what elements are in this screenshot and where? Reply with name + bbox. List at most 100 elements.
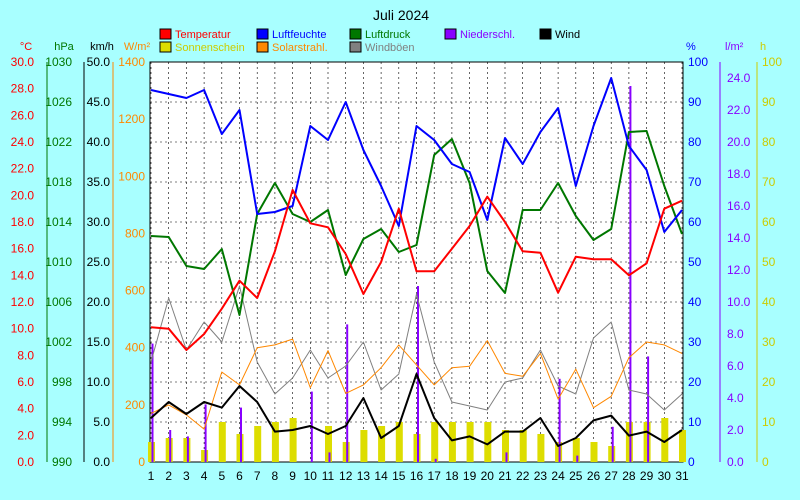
- lm2-tick-label: 20.0: [727, 135, 751, 149]
- series-line-wind: [150, 373, 683, 447]
- lm2-tick-label: 14.0: [727, 231, 751, 245]
- x-tick-label: 9: [289, 469, 296, 483]
- wm2-tick-label: 1200: [118, 112, 145, 126]
- hpa-tick-label: 1018: [45, 175, 72, 189]
- wm2-tick-label: 800: [125, 226, 145, 240]
- sunshine-bar: [679, 430, 686, 462]
- precipitation-bar: [647, 356, 650, 462]
- pct-tick-label: 40: [688, 295, 702, 309]
- lm2-tick-label: 10.0: [727, 295, 751, 309]
- x-tick-label: 21: [498, 469, 512, 483]
- legend-swatch: [349, 28, 362, 40]
- precipitation-bar: [240, 407, 242, 462]
- sunshine-bar: [484, 422, 492, 462]
- x-tick-label: 30: [658, 469, 672, 483]
- left-axes: 0.0 2.0 4.0 6.0 8.0 10.0 12.0 14.0 16.0 18.0 20.0 2…: [11, 55, 146, 469]
- legend-swatch: [349, 41, 362, 53]
- lm2-tick-label: 16.0: [727, 199, 751, 213]
- kmh-tick-label: 45.0: [87, 95, 111, 109]
- kmh-tick-label: 20.0: [87, 295, 111, 309]
- x-tick-label: 29: [640, 469, 654, 483]
- x-tick-label: 11: [322, 469, 335, 483]
- h-tick-label: 50: [762, 255, 776, 269]
- x-tick-label: 16: [410, 469, 424, 483]
- legend-swatch: [539, 28, 552, 40]
- h-tick-label: 60: [762, 215, 776, 229]
- x-tick-label: 1: [148, 469, 155, 483]
- lm2-tick-label: 8.0: [727, 327, 744, 341]
- wm2-tick-label: 200: [125, 398, 145, 412]
- x-tick-label: 13: [357, 469, 371, 483]
- sunshine-bar: [325, 426, 332, 462]
- x-tick-label: 22: [516, 469, 530, 483]
- x-tick-label: 8: [272, 469, 279, 483]
- grid: [150, 62, 683, 462]
- precipitation-bar: [328, 452, 331, 462]
- x-tick-label: 12: [339, 469, 353, 483]
- kmh-tick-label: 50.0: [87, 55, 111, 69]
- sunshine-bar: [254, 426, 262, 462]
- legend-label: Temperatur: [175, 29, 231, 41]
- lm2-tick-label: 4.0: [727, 391, 744, 405]
- precipitation-bar: [576, 455, 579, 462]
- x-tick-label: 7: [254, 469, 261, 483]
- wm2-tick-label: 400: [125, 341, 145, 355]
- kmh-tick-label: 15.0: [87, 335, 111, 349]
- legend-label: Niederschl.: [460, 29, 515, 41]
- h-tick-label: 10: [762, 415, 776, 429]
- legend-swatch: [256, 28, 269, 40]
- chart-title: Juli 2024: [373, 7, 429, 23]
- sunshine-bar: [448, 422, 456, 462]
- pct-tick-label: 50: [688, 255, 702, 269]
- sunshine-bar: [537, 434, 545, 462]
- h-tick-label: 90: [762, 95, 776, 109]
- h-tick-label: 70: [762, 175, 776, 189]
- pct-tick-label: 0: [688, 455, 695, 469]
- h-axis-unit: h: [760, 41, 766, 53]
- temp-tick-label: 28.0: [11, 82, 35, 96]
- legend-swatch: [159, 41, 172, 53]
- axis-unit-labels: °C hPa km/h W/m²% l/m² h: [20, 41, 766, 53]
- precipitation-bar: [204, 404, 207, 462]
- h-tick-label: 20: [762, 375, 776, 389]
- sunshine-bar: [378, 426, 386, 462]
- series-line-luftfeuchte: [150, 77, 683, 233]
- hpa-tick-label: 990: [52, 455, 72, 469]
- sunshine-bar: [271, 422, 279, 462]
- sunshine-bar: [590, 442, 598, 462]
- precipitation-bar: [558, 378, 561, 462]
- precipitation-bar: [505, 452, 508, 462]
- precipitation-bar: [434, 458, 437, 462]
- x-tick-label: 31: [675, 469, 689, 483]
- temp-tick-label: 16.0: [11, 242, 35, 256]
- x-tick-label: 6: [236, 469, 243, 483]
- hpa-tick-label: 1030: [45, 55, 72, 69]
- h-tick-label: 40: [762, 295, 776, 309]
- temp-tick-label: 24.0: [11, 135, 35, 149]
- temp-tick-label: 8.0: [17, 348, 34, 362]
- legend-label: Windböen: [365, 42, 415, 54]
- x-tick-label: 15: [392, 469, 406, 483]
- lm2-tick-label: 18.0: [727, 167, 751, 181]
- legend-label: Sonnenschein: [175, 42, 245, 54]
- temp-tick-label: 18.0: [11, 215, 35, 229]
- lm2-tick-label: 22.0: [727, 103, 751, 117]
- temp-tick-label: 20.0: [11, 188, 35, 202]
- series-line-solarstrahl: [150, 338, 683, 430]
- pct-tick-label: 70: [688, 175, 702, 189]
- hpa-tick-label: 1006: [45, 295, 72, 309]
- wm2-tick-label: 600: [125, 284, 145, 298]
- legend-label: Luftdruck: [365, 29, 411, 41]
- series-line-windben: [150, 285, 683, 411]
- pct-tick-label: 80: [688, 135, 702, 149]
- h-tick-label: 0: [762, 455, 769, 469]
- hpa-tick-label: 998: [52, 375, 72, 389]
- series-lines: [150, 77, 683, 447]
- x-tick-label: 26: [587, 469, 601, 483]
- hpa-axis-unit: hPa: [54, 41, 74, 53]
- series-line-temperatur: [150, 189, 683, 351]
- temp-tick-label: 6.0: [17, 375, 34, 389]
- x-tick-label: 10: [304, 469, 318, 483]
- temp-tick-label: 30.0: [11, 55, 35, 69]
